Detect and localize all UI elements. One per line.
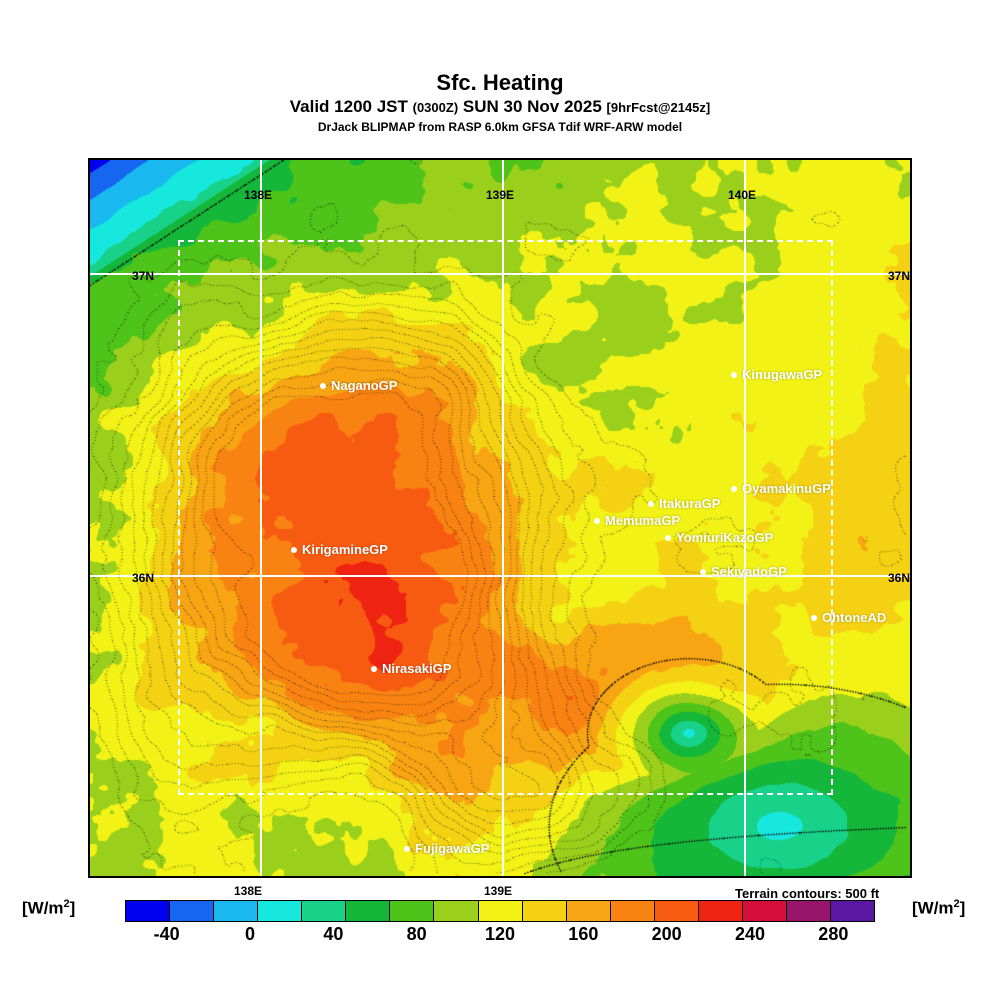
station-label: FujigawaGP — [415, 841, 490, 857]
colorbar-tick-280: 280 — [818, 924, 849, 944]
station-label: KinugawaGP — [742, 367, 823, 383]
graticule-lon-138 — [260, 160, 262, 876]
station-dot-icon — [811, 614, 817, 621]
valid-time-line: Valid 1200 JST (0300Z) SUN 30 Nov 2025 [… — [0, 96, 1000, 119]
colorbar-tick-240: 240 — [734, 924, 766, 944]
colorbar-tick-80: 80 — [406, 924, 427, 944]
colorbar-swatch-11 — [610, 901, 655, 921]
station-label: SekiyadoGP — [711, 564, 787, 580]
graticule-lon-139 — [502, 160, 504, 876]
forecast-hour-badge: [9hrFcst@2145z] — [606, 100, 711, 115]
forecast-domain-box — [178, 240, 833, 795]
station-marker-ItakuraGP[interactable]: ItakuraGP — [648, 496, 720, 510]
colorbar-swatch-8 — [478, 901, 523, 921]
station-dot-icon — [404, 845, 410, 852]
station-label: NirasakiGP — [382, 661, 452, 677]
station-marker-KirigamineGP[interactable]: KirigamineGP — [291, 542, 388, 556]
map-panel[interactable] — [88, 158, 912, 878]
station-marker-OhtoneAD[interactable]: OhtoneAD — [811, 610, 886, 624]
station-dot-icon — [731, 371, 737, 378]
axis-label-left-36N: 36N — [132, 571, 155, 585]
colorbar-swatch-6 — [390, 901, 435, 921]
axis-label-top-138E: 138E — [243, 188, 273, 202]
axis-label-bottom-139E: 139E — [483, 884, 513, 898]
station-label: YomiuriKazoGP — [676, 530, 774, 546]
station-dot-icon — [320, 382, 326, 389]
terrain-contour-note: Terrain contours: 500 ft — [735, 886, 880, 901]
station-label: ItakuraGP — [659, 496, 721, 512]
station-dot-icon — [700, 568, 706, 575]
axis-label-right-36N: 36N — [888, 571, 911, 585]
station-label: OyamakinuGP — [742, 481, 831, 497]
colorbar-tick-40: 40 — [323, 924, 344, 944]
colorbar-swatch-14 — [742, 901, 787, 921]
axis-label-top-140E: 140E — [727, 188, 757, 202]
units-label-left: [W/m2] — [22, 898, 76, 918]
colorbar-tick-160: 160 — [568, 924, 599, 944]
station-dot-icon — [371, 665, 377, 672]
colorbar-swatch-0 — [126, 901, 171, 921]
colorbar-swatch-10 — [566, 901, 611, 921]
station-label: OhtoneAD — [822, 610, 887, 626]
axis-label-left-37N: 37N — [132, 269, 155, 283]
heatmap-canvas — [90, 160, 910, 876]
colorbar-swatch-2 — [214, 901, 259, 921]
units-label-right: [W/m2] — [912, 898, 966, 918]
colorbar-swatches — [125, 900, 875, 922]
station-marker-OyamakinuGP[interactable]: OyamakinuGP — [731, 481, 831, 495]
colorbar-swatch-16 — [831, 901, 875, 921]
colorbar: [W/m2] [W/m2] -40 0 40 80 120 160 200 240 280 — [0, 898, 1000, 960]
station-marker-MemumaGP[interactable]: MemumaGP — [594, 513, 680, 527]
colorbar-swatch-3 — [258, 901, 303, 921]
station-label: NaganoGP — [331, 378, 398, 394]
station-dot-icon — [594, 517, 600, 524]
station-dot-icon — [731, 485, 737, 492]
graticule-lat-36 — [90, 575, 910, 577]
station-dot-icon — [648, 500, 654, 507]
axis-label-right-37N: 37N — [888, 269, 911, 283]
axis-label-top-139E: 139E — [485, 188, 515, 202]
graticule-lat-37 — [90, 273, 910, 275]
colorbar-swatch-7 — [434, 901, 479, 921]
colorbar-tick-200: 200 — [651, 924, 682, 944]
station-marker-YomiuriKazoGP[interactable]: YomiuriKazoGP — [665, 530, 773, 544]
station-label: MemumaGP — [605, 513, 681, 529]
colorbar-swatch-13 — [698, 901, 743, 921]
station-marker-KinugawaGP[interactable]: KinugawaGP — [731, 367, 822, 381]
colorbar-swatch-4 — [302, 901, 347, 921]
graticule-lon-140 — [744, 160, 746, 876]
colorbar-swatch-5 — [346, 901, 391, 921]
colorbar-swatch-1 — [170, 901, 215, 921]
station-marker-FujigawaGP[interactable]: FujigawaGP — [404, 841, 489, 855]
station-marker-SekiyadoGP[interactable]: SekiyadoGP — [700, 564, 787, 578]
station-dot-icon — [665, 534, 671, 541]
station-marker-NirasakiGP[interactable]: NirasakiGP — [371, 661, 451, 675]
page-title: Sfc. Heating — [436, 70, 564, 95]
model-source-line: DrJack BLIPMAP from RASP 6.0km GFSA Tdif… — [317, 120, 683, 134]
colorbar-swatch-15 — [786, 901, 831, 921]
valid-time-main: Valid 1200 JST — [289, 97, 408, 116]
station-label: KirigamineGP — [302, 542, 388, 558]
valid-time-utc: (0300Z) — [412, 100, 459, 115]
colorbar-swatch-12 — [654, 901, 699, 921]
colorbar-swatch-9 — [522, 901, 567, 921]
colorbar-tick-0: 0 — [244, 924, 256, 944]
valid-time-date: SUN 30 Nov 2025 — [462, 97, 602, 116]
colorbar-tick--40: -40 — [153, 924, 180, 944]
station-dot-icon — [291, 546, 297, 553]
header: Sfc. Heating Valid 1200 JST (0300Z) SUN … — [0, 70, 1000, 136]
colorbar-tick-120: 120 — [484, 924, 516, 944]
station-marker-NaganoGP[interactable]: NaganoGP — [320, 378, 397, 392]
axis-label-bottom-138E: 138E — [233, 884, 263, 898]
